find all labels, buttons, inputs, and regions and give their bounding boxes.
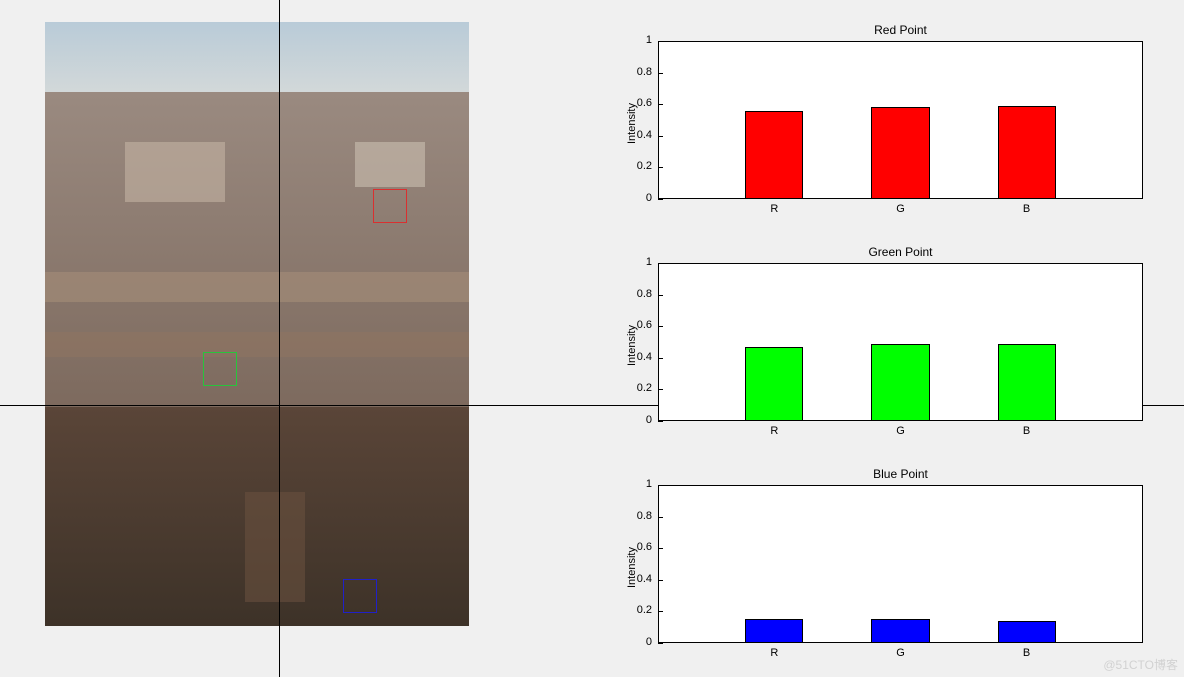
ytick-label: 0.2 (637, 604, 652, 616)
ytick-mark (658, 389, 663, 390)
ytick-label: 0.8 (637, 66, 652, 78)
ytick-mark (658, 611, 663, 612)
chart-bar[interactable] (745, 619, 803, 643)
ytick-mark (658, 326, 663, 327)
ytick-label: 1 (646, 478, 652, 490)
ytick-label: 0.8 (637, 510, 652, 522)
sample-marker-blue[interactable] (343, 579, 377, 613)
xtick-label: G (896, 425, 905, 437)
figure-canvas: Red PointIntensity00.20.40.60.81RGBGreen… (0, 0, 1184, 677)
image-formation (45, 272, 469, 302)
ytick-label: 0.6 (637, 541, 652, 553)
xtick-label: B (1023, 425, 1030, 437)
crosshair-vertical (279, 0, 280, 677)
ytick-label: 0.2 (637, 160, 652, 172)
ytick-mark (658, 295, 663, 296)
ytick-label: 0.6 (637, 319, 652, 331)
sample-marker-red[interactable] (373, 189, 407, 223)
ytick-label: 1 (646, 34, 652, 46)
image-formation (245, 492, 305, 602)
ytick-label: 0.6 (637, 97, 652, 109)
image-formation (45, 332, 469, 357)
image-formation (355, 142, 425, 187)
ytick-label: 1 (646, 256, 652, 268)
ytick-label: 0.4 (637, 573, 652, 585)
ytick-label: 0 (646, 192, 652, 204)
xtick-label: G (896, 203, 905, 215)
ytick-label: 0.8 (637, 288, 652, 300)
ytick-label: 0.4 (637, 351, 652, 363)
chart-bar[interactable] (871, 619, 929, 643)
ytick-label: 0 (646, 636, 652, 648)
ytick-mark (658, 104, 663, 105)
image-sky-region (45, 22, 469, 92)
chart-bar[interactable] (871, 107, 929, 199)
chart-bar[interactable] (745, 347, 803, 421)
ytick-label: 0 (646, 414, 652, 426)
chart-bar[interactable] (998, 621, 1056, 643)
chart-title: Green Point (658, 245, 1143, 259)
chart-title: Blue Point (658, 467, 1143, 481)
ytick-mark (658, 517, 663, 518)
ytick-mark (658, 485, 663, 486)
image-canyon-upper (45, 92, 469, 407)
ytick-mark (658, 263, 663, 264)
chart-bar[interactable] (998, 344, 1056, 421)
xtick-label: R (770, 647, 778, 659)
chart-bar[interactable] (745, 111, 803, 199)
ytick-mark (658, 580, 663, 581)
xtick-label: R (770, 425, 778, 437)
ytick-mark (658, 41, 663, 42)
ytick-mark (658, 548, 663, 549)
ytick-label: 0.2 (637, 382, 652, 394)
ytick-label: 0.4 (637, 129, 652, 141)
chart-bar[interactable] (998, 106, 1056, 199)
chart-title: Red Point (658, 23, 1143, 37)
chart-bar[interactable] (871, 344, 929, 421)
ytick-mark (658, 358, 663, 359)
ytick-mark (658, 199, 663, 200)
xtick-label: G (896, 647, 905, 659)
watermark-text: @51CTO博客 (1103, 656, 1178, 673)
ytick-mark (658, 421, 663, 422)
image-axes[interactable] (45, 22, 469, 626)
xtick-label: R (770, 203, 778, 215)
sample-marker-green[interactable] (203, 352, 237, 386)
ytick-mark (658, 73, 663, 74)
ytick-mark (658, 136, 663, 137)
ytick-mark (658, 643, 663, 644)
xtick-label: B (1023, 203, 1030, 215)
ytick-mark (658, 167, 663, 168)
xtick-label: B (1023, 647, 1030, 659)
image-formation (125, 142, 225, 202)
